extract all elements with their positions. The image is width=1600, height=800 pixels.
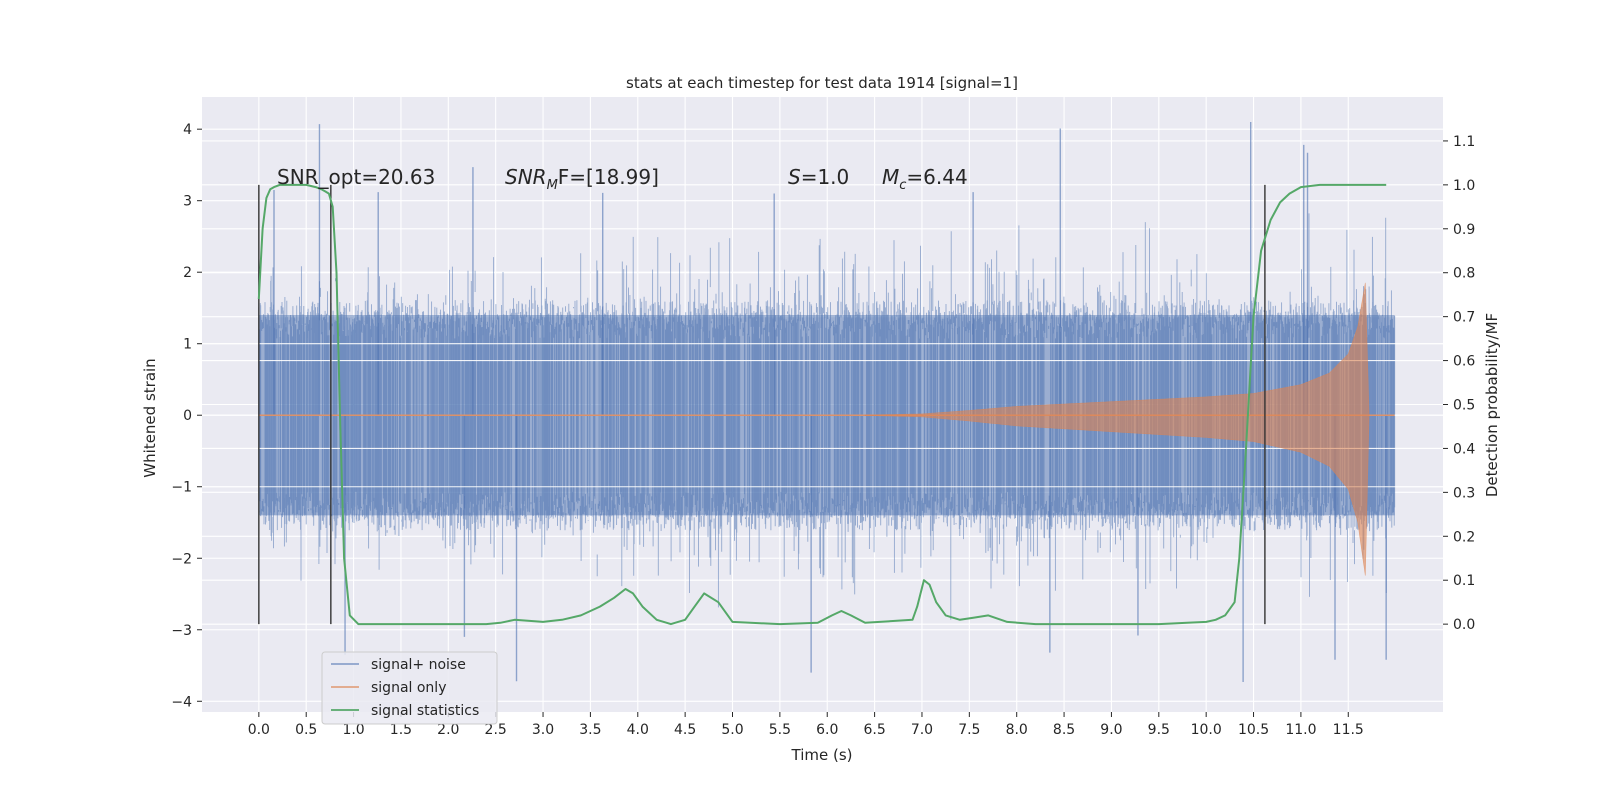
legend: signal+ noise signal only signal statist… <box>321 651 498 725</box>
y-tick-label: 2 <box>183 265 192 281</box>
y-tick-label: 3 <box>183 194 192 210</box>
x-tick-label: 10.5 <box>1238 722 1269 738</box>
statistics-line <box>257 183 1387 626</box>
y-tick-label: 4 <box>183 122 192 138</box>
y-right-tick-label: 1.0 <box>1453 178 1475 194</box>
annotation-snr-opt: SNR_opt=20.63 <box>277 165 435 189</box>
y-right-tick-label: 0.8 <box>1453 266 1475 282</box>
x-axis-label: Time (s) <box>791 746 853 764</box>
signal-series <box>258 282 1395 576</box>
x-tick-label: 1.5 <box>390 722 412 738</box>
annotation-snr-mf: SNRMF=[18.99] <box>505 165 659 193</box>
x-tick-label: 10.0 <box>1191 722 1222 738</box>
x-tick-label: 7.5 <box>958 722 980 738</box>
y-tick-label: −2 <box>171 551 192 567</box>
y-right-tick-label: 0.0 <box>1453 617 1475 633</box>
y-right-tick-label: 1.1 <box>1453 134 1475 150</box>
y-right-tick-label: 0.3 <box>1453 485 1475 501</box>
annotation-mc-sub: c <box>899 178 906 193</box>
annotation-s-value: =1.0 <box>801 165 850 189</box>
y-right-tick-label: 0.2 <box>1453 529 1475 545</box>
legend-label-signal: signal only <box>371 680 446 696</box>
x-tick-label: 2.0 <box>437 722 459 738</box>
x-tick-label: 0.5 <box>295 722 317 738</box>
x-tick-label: 9.5 <box>1148 722 1170 738</box>
x-tick-label: 6.5 <box>863 722 885 738</box>
y-right-tick-label: 0.6 <box>1453 354 1475 370</box>
annotation-mc-value: =6.44 <box>906 165 967 189</box>
annotations: SNR_opt=20.63 SNRMF=[18.99] S=1.0 Mc=6.4… <box>277 165 968 193</box>
x-tick-label: 6.0 <box>816 722 838 738</box>
x-tick-label: 4.5 <box>674 722 696 738</box>
y-axis-label: Whitened strain <box>141 358 159 477</box>
legend-box <box>321 651 498 725</box>
y-right-tick-label: 0.1 <box>1453 573 1475 589</box>
x-tick-label: 3.0 <box>532 722 554 738</box>
y-tick-label: −4 <box>171 694 192 710</box>
signal-chirp-envelope <box>864 282 1370 576</box>
y-right-tick-label: 0.5 <box>1453 398 1475 414</box>
legend-label-noise: signal+ noise <box>371 657 466 673</box>
x-tick-label: 7.0 <box>911 722 933 738</box>
annotation-mc-label: M <box>882 165 899 189</box>
x-tick-label: 4.0 <box>627 722 649 738</box>
annotation-snr-mf-rest: F=[18.99] <box>558 165 659 189</box>
x-tick-label: 11.0 <box>1285 722 1316 738</box>
y-tick-label: 1 <box>183 337 192 353</box>
x-tick-label: 5.0 <box>721 722 743 738</box>
y-right-axis-label: Detection probability/MF <box>1483 313 1501 497</box>
x-tick-label: 8.0 <box>1006 722 1028 738</box>
x-tick-label: 8.5 <box>1053 722 1075 738</box>
vertical-markers <box>258 184 1266 625</box>
legend-label-stats: signal statistics <box>371 703 479 719</box>
x-tick-label: 5.5 <box>769 722 791 738</box>
y-tick-label: −3 <box>171 623 192 639</box>
y-tick-label: −1 <box>171 480 192 496</box>
y-right-tick-label: 0.7 <box>1453 310 1475 326</box>
y-tick-label: 0 <box>183 408 192 424</box>
statistics-series <box>257 183 1387 626</box>
x-tick-label: 0.0 <box>248 722 270 738</box>
y-right-tick-label: 0.9 <box>1453 222 1475 238</box>
axes: 0.0 0.5 1.0 1.5 2.0 2.5 3.0 3.5 4.0 4.5 5.0 5.5 6.0 6… <box>171 122 1475 738</box>
x-tick-label: 3.5 <box>579 722 601 738</box>
x-tick-label: 2.5 <box>485 722 507 738</box>
x-tick-label: 1.0 <box>342 722 364 738</box>
chart-title: stats at each timestep for test data 191… <box>626 74 1018 92</box>
annotation-snr-mf-sub: M <box>547 178 558 193</box>
annotation-s-label: S <box>788 165 801 189</box>
x-tick-label: 11.5 <box>1333 722 1364 738</box>
y-right-tick-label: 0.4 <box>1453 441 1475 457</box>
annotation-s: S=1.0 <box>788 165 849 189</box>
annotation-snr-mf-label: SNR <box>505 165 547 189</box>
x-tick-label: 9.0 <box>1100 722 1122 738</box>
annotation-mc: Mc=6.44 <box>882 165 968 193</box>
